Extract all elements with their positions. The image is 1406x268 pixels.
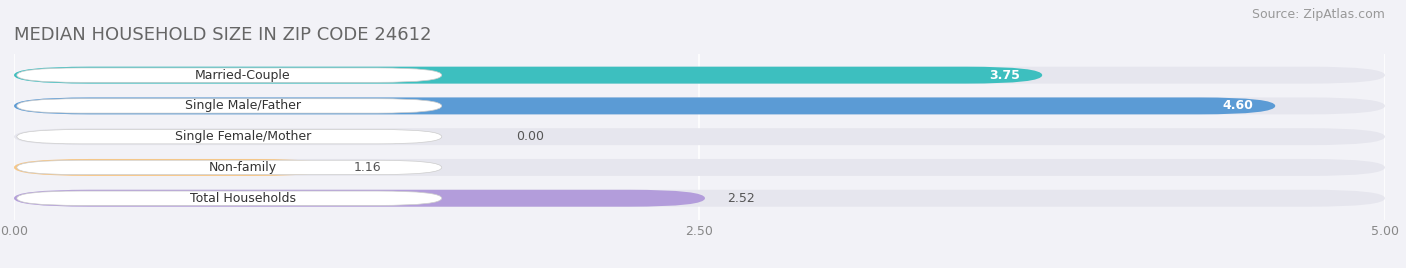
FancyBboxPatch shape xyxy=(14,190,704,207)
Text: Source: ZipAtlas.com: Source: ZipAtlas.com xyxy=(1251,8,1385,21)
FancyBboxPatch shape xyxy=(14,190,1385,207)
FancyBboxPatch shape xyxy=(14,98,1275,114)
FancyBboxPatch shape xyxy=(14,159,1385,176)
FancyBboxPatch shape xyxy=(17,99,441,113)
Text: 1.16: 1.16 xyxy=(354,161,381,174)
FancyBboxPatch shape xyxy=(14,67,1385,84)
FancyBboxPatch shape xyxy=(17,129,441,144)
Text: Married-Couple: Married-Couple xyxy=(195,69,291,82)
FancyBboxPatch shape xyxy=(17,191,441,205)
Text: Total Households: Total Households xyxy=(190,192,297,205)
Text: Single Female/Mother: Single Female/Mother xyxy=(174,130,311,143)
FancyBboxPatch shape xyxy=(14,67,1042,84)
Text: 4.60: 4.60 xyxy=(1222,99,1253,112)
FancyBboxPatch shape xyxy=(14,98,1385,114)
Text: 0.00: 0.00 xyxy=(516,130,544,143)
FancyBboxPatch shape xyxy=(14,128,1385,145)
Text: MEDIAN HOUSEHOLD SIZE IN ZIP CODE 24612: MEDIAN HOUSEHOLD SIZE IN ZIP CODE 24612 xyxy=(14,26,432,44)
Text: Single Male/Father: Single Male/Father xyxy=(186,99,301,112)
FancyBboxPatch shape xyxy=(14,159,332,176)
Text: 2.52: 2.52 xyxy=(727,192,755,205)
FancyBboxPatch shape xyxy=(17,68,441,82)
Text: Non-family: Non-family xyxy=(209,161,277,174)
Text: 3.75: 3.75 xyxy=(990,69,1021,82)
FancyBboxPatch shape xyxy=(17,160,441,175)
